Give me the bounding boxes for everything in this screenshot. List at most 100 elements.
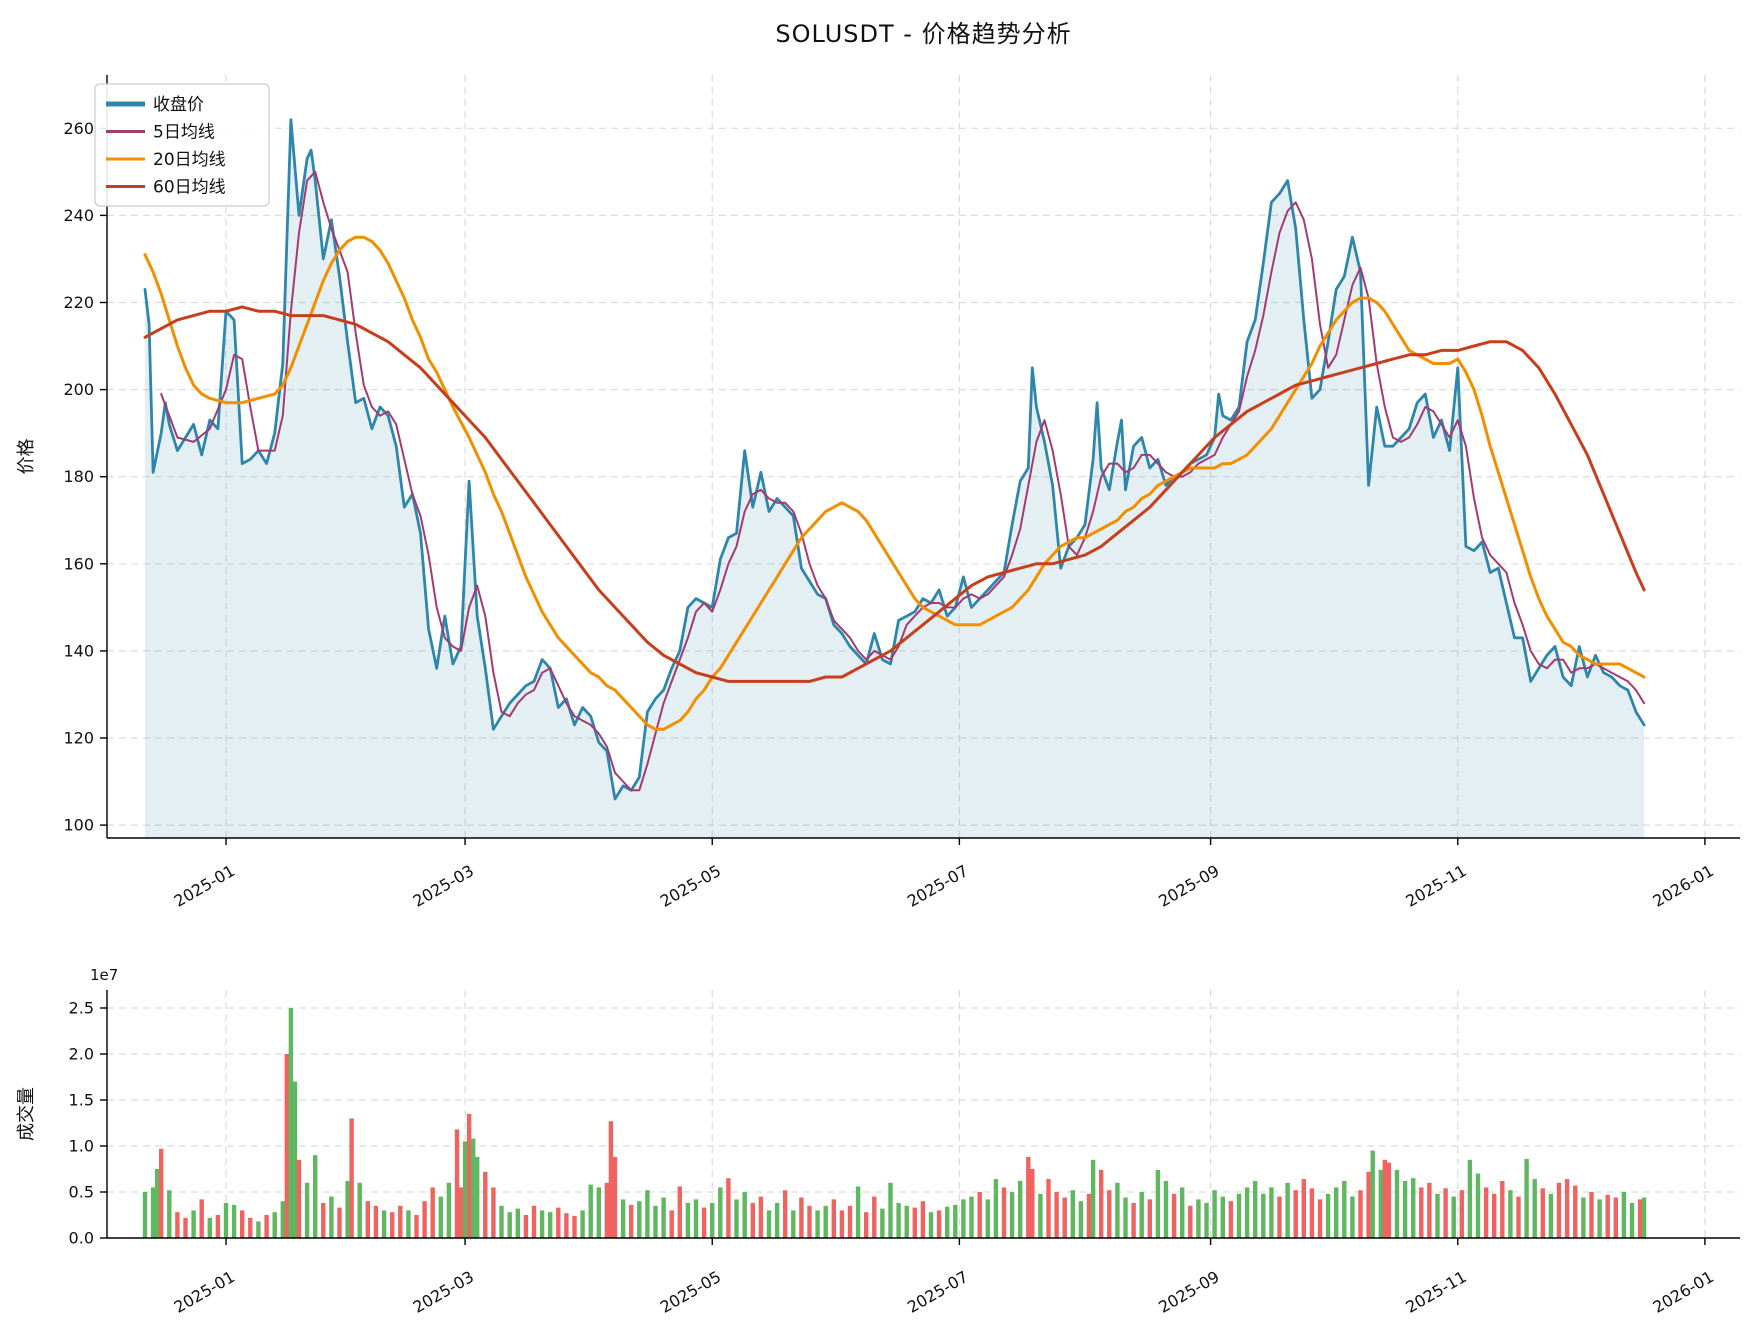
- volume-bar: [1532, 1179, 1537, 1238]
- volume-bar: [799, 1197, 804, 1238]
- volume-bar: [1613, 1197, 1618, 1238]
- volume-bar: [1026, 1157, 1031, 1238]
- volume-bar: [612, 1157, 618, 1238]
- volume-bar: [945, 1206, 950, 1238]
- volume-bar: [888, 1182, 893, 1238]
- price-xtick-label: 2025-05: [657, 861, 724, 911]
- volume-bar: [1483, 1187, 1489, 1238]
- volume-ytick-label: 1.0: [69, 1137, 94, 1156]
- volume-bar: [1366, 1171, 1371, 1238]
- volume-bar: [248, 1217, 253, 1238]
- volume-bar: [483, 1171, 488, 1238]
- volume-bar: [839, 1210, 845, 1238]
- volume-bar: [912, 1207, 917, 1238]
- volume-bar: [1009, 1192, 1015, 1238]
- volume-bar: [685, 1203, 691, 1238]
- volume-bar: [880, 1208, 885, 1238]
- legend-label: 20日均线: [153, 150, 226, 170]
- price-ytick-label: 180: [63, 467, 94, 486]
- volume-bar: [231, 1204, 237, 1238]
- volume-bar: [1171, 1193, 1177, 1238]
- volume-bar: [1524, 1158, 1529, 1238]
- volume-bar: [499, 1205, 504, 1238]
- price-xtick-label: 2025-01: [171, 861, 238, 911]
- volume-ytick-label: 0.5: [69, 1183, 94, 1202]
- volume-bar: [207, 1217, 212, 1238]
- price-ytick-label: 200: [63, 380, 94, 399]
- volume-bar: [373, 1205, 379, 1238]
- volume-bar: [831, 1199, 836, 1238]
- volume-bar: [1475, 1173, 1481, 1238]
- volume-bars: [142, 1008, 1647, 1238]
- volume-bar: [1196, 1199, 1201, 1238]
- volume-ytick-label: 2.0: [69, 1045, 94, 1064]
- volume-bar: [742, 1192, 747, 1238]
- volume-bar: [1155, 1169, 1161, 1238]
- volume-bar: [349, 1118, 354, 1238]
- volume-ytick-label: 2.5: [69, 999, 94, 1018]
- volume-bar: [1581, 1197, 1586, 1238]
- volume-bar: [539, 1210, 545, 1238]
- legend-box: [94, 83, 270, 207]
- volume-bar: [1228, 1201, 1234, 1238]
- volume-xtick-label: 2026-01: [1650, 1267, 1717, 1317]
- volume-bar: [1204, 1203, 1209, 1238]
- volume-bar: [175, 1212, 180, 1238]
- volume-bar: [313, 1155, 318, 1238]
- close-line: [143, 118, 1646, 801]
- volume-bar: [993, 1179, 999, 1238]
- volume-bar: [304, 1182, 310, 1238]
- volume-bar: [1573, 1185, 1578, 1238]
- volume-bar: [620, 1199, 626, 1238]
- volume-bar: [961, 1199, 966, 1238]
- volume-bar: [718, 1187, 723, 1238]
- chart-title: SOLUSDT - 价格趋势分析: [775, 20, 1072, 48]
- price-ytick-label: 220: [63, 293, 94, 312]
- close-area-fill: [145, 119, 1645, 839]
- volume-bar: [637, 1201, 642, 1238]
- volume-bar: [365, 1201, 370, 1238]
- volume-bar: [491, 1187, 496, 1238]
- volume-xtick-label: 2025-09: [1155, 1267, 1222, 1317]
- price-xtick-label: 2025-07: [904, 861, 971, 911]
- volume-bar: [1236, 1193, 1242, 1238]
- price-ytick-label: 140: [63, 641, 94, 660]
- volume-bar: [701, 1207, 707, 1238]
- volume-bar: [1001, 1187, 1007, 1238]
- volume-bar: [1597, 1199, 1602, 1238]
- legend: 收盘价 5日均线 20日均线 60日均线: [94, 83, 270, 207]
- volume-bar: [1018, 1181, 1023, 1238]
- volume-bar: [1163, 1181, 1169, 1238]
- volume-bar: [1589, 1192, 1594, 1238]
- volume-bar: [1086, 1193, 1092, 1238]
- price-ytick-label: 100: [63, 816, 94, 835]
- volume-bar: [1293, 1190, 1298, 1238]
- volume-bar: [1277, 1196, 1282, 1238]
- volume-bar: [985, 1199, 990, 1238]
- volume-bar: [1402, 1181, 1408, 1238]
- volume-bar: [1540, 1188, 1545, 1238]
- volume-bar: [1115, 1182, 1120, 1238]
- volume-xtick-label: 2025-11: [1402, 1267, 1469, 1317]
- volume-bar: [1467, 1159, 1473, 1238]
- volume-bar: [693, 1199, 699, 1238]
- volume-bar: [710, 1203, 715, 1238]
- volume-bar: [256, 1221, 261, 1238]
- volume-bar: [1419, 1187, 1424, 1238]
- volume-bar: [223, 1203, 229, 1238]
- volume-bar: [1451, 1196, 1456, 1238]
- volume-bar: [337, 1207, 342, 1238]
- volume-bar: [1350, 1196, 1355, 1238]
- volume-bar: [280, 1201, 285, 1238]
- volume-bar: [1378, 1169, 1383, 1238]
- volume-bar: [345, 1181, 350, 1238]
- volume-bar: [1269, 1187, 1274, 1238]
- volume-bar: [215, 1215, 221, 1238]
- volume-bar: [1090, 1159, 1096, 1238]
- volume-bar: [1500, 1181, 1505, 1238]
- volume-bar: [1564, 1179, 1570, 1238]
- volume-bar: [1556, 1182, 1562, 1238]
- volume-bar: [1492, 1193, 1497, 1238]
- volume-bar: [1212, 1190, 1217, 1238]
- volume-bar: [758, 1196, 764, 1238]
